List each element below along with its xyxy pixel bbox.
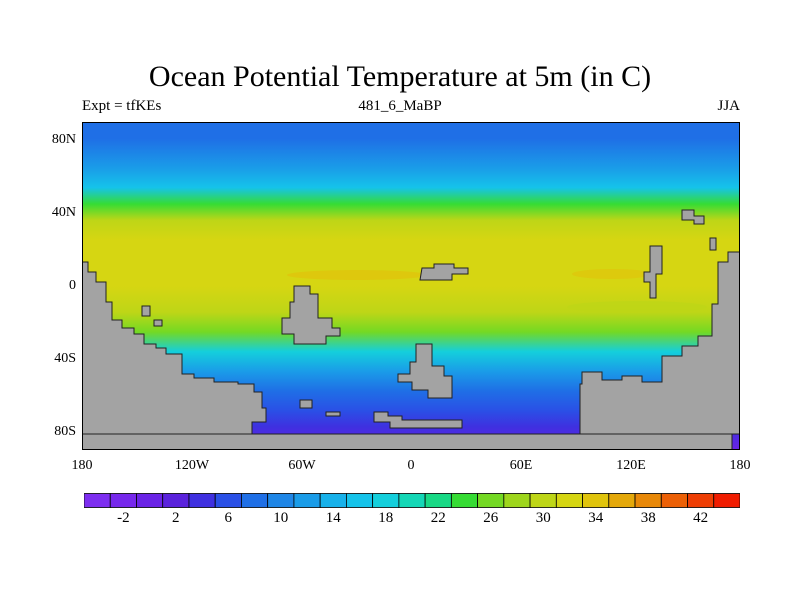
colorbar-label: 18 <box>378 510 394 526</box>
colorbar-label: 30 <box>535 510 551 526</box>
colorbar-box <box>687 493 715 508</box>
x-tick-label: 120W <box>174 458 210 473</box>
y-tick-label: 80S <box>54 424 76 439</box>
colorbar-box <box>424 493 452 508</box>
colorbar-label: 26 <box>483 510 499 526</box>
colorbar-label: 38 <box>640 510 656 526</box>
colorbar-box <box>84 493 111 508</box>
land-islet-w1 <box>141 305 151 317</box>
cool-tongue <box>567 301 707 313</box>
temperature-map <box>82 122 740 450</box>
x-tick-label: 180 <box>71 458 93 473</box>
colorbar-box <box>345 493 374 508</box>
colorbar-box <box>713 493 740 508</box>
colorbar-box <box>398 493 426 508</box>
land-island-ne2 <box>709 237 717 251</box>
y-tick-label: 40S <box>54 351 76 366</box>
land-island-center <box>281 285 341 345</box>
subtitle-label: 481_6_MaBP <box>358 98 442 114</box>
map-frame <box>82 122 740 450</box>
colorbar-label: 22 <box>430 510 446 526</box>
colorbar-label: 14 <box>325 510 341 526</box>
colorbar-box <box>503 493 531 508</box>
y-tick-label: 80N <box>51 132 76 147</box>
colorbar-label: 2 <box>172 510 180 526</box>
colorbar-label: 10 <box>273 510 289 526</box>
land-east <box>579 251 740 435</box>
land-island-s3 <box>373 411 463 429</box>
colorbar-box <box>634 493 662 508</box>
x-tick-label: 60E <box>509 458 533 473</box>
colorbar-box <box>477 493 505 508</box>
colorbar-box <box>267 493 295 508</box>
colorbar-box <box>136 493 164 508</box>
x-tick-label: 60W <box>288 458 316 473</box>
colorbar-label: -2 <box>117 510 130 526</box>
land-strip-east <box>643 245 663 299</box>
land-islet-s1 <box>299 399 313 409</box>
warm-patch <box>572 269 652 279</box>
colorbar-box <box>162 493 190 508</box>
warm-patch <box>287 270 427 280</box>
x-tick-label: 180 <box>729 458 751 473</box>
land-south <box>82 433 733 450</box>
colorbar-box <box>555 493 583 508</box>
colorbar-box <box>608 493 636 508</box>
colorbar-box <box>660 493 688 508</box>
x-tick-label: 0 <box>407 458 415 473</box>
colorbar-box <box>109 493 137 508</box>
colorbar-box <box>188 493 216 508</box>
y-tick-label: 40N <box>51 205 76 220</box>
land-west <box>82 261 267 435</box>
land-island-north <box>419 263 469 281</box>
y-tick-label: 0 <box>69 278 76 293</box>
colorbar <box>84 493 740 508</box>
land-island-ne <box>681 209 705 225</box>
colorbar-box <box>529 493 557 508</box>
season-label: JJA <box>717 98 740 114</box>
colorbar-box <box>582 493 610 508</box>
land-islet-s2 <box>325 411 341 417</box>
colorbar-label: 34 <box>588 510 604 526</box>
colorbar-box <box>293 493 321 508</box>
colorbar-box <box>214 493 242 508</box>
land-center-south <box>397 343 453 399</box>
x-tick-label: 120E <box>616 458 646 473</box>
land-islet-w2 <box>153 319 163 327</box>
colorbar-box <box>450 493 478 508</box>
experiment-label: Expt = tfKEs <box>82 98 162 114</box>
colorbar-box <box>319 493 347 508</box>
chart-title: Ocean Potential Temperature at 5m (in C) <box>148 60 652 93</box>
colorbar-label: 42 <box>693 510 709 526</box>
colorbar-box <box>241 493 269 508</box>
colorbar-box <box>372 493 400 508</box>
colorbar-label: 6 <box>224 510 233 526</box>
